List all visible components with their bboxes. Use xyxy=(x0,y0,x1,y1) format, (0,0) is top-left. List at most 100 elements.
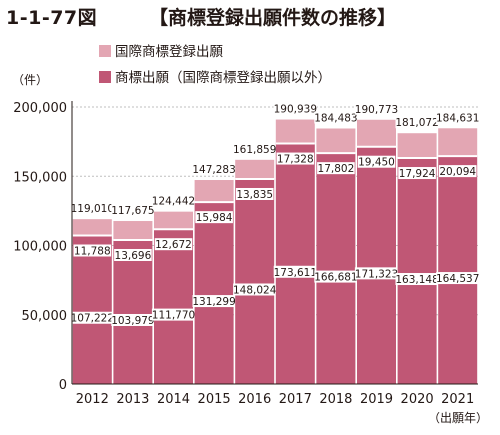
data-label-total: 161,859 xyxy=(233,144,276,156)
data-label-domestic: 173,611 xyxy=(274,267,317,279)
bar-international xyxy=(194,180,234,203)
x-tick-label: 2017 xyxy=(279,392,312,407)
data-label-total: 181,072 xyxy=(395,117,438,129)
x-tick-label: 2015 xyxy=(198,392,231,407)
legend-item-international: 国際商標登録出願 xyxy=(99,40,223,60)
data-label-international: 17,802 xyxy=(318,163,355,175)
title-text: 【商標登録出願件数の推移】 xyxy=(149,7,397,29)
data-label-international-bg xyxy=(317,162,355,175)
bar-domestic xyxy=(316,153,356,384)
bar-international xyxy=(275,119,315,144)
x-tick-label: 2014 xyxy=(157,392,190,407)
data-label-international-bg xyxy=(235,187,274,200)
data-label-international-bg xyxy=(195,211,233,224)
data-label-total-bg xyxy=(70,202,114,215)
bar-domestic xyxy=(235,178,275,384)
y-tick-label: 200,000 xyxy=(13,101,67,116)
data-label-international: 13,835 xyxy=(236,189,273,201)
data-label-domestic: 166,681 xyxy=(314,272,357,284)
data-label-domestic-bg xyxy=(314,270,358,283)
data-label-domestic-bg xyxy=(192,295,236,308)
x-tick-label: 2016 xyxy=(238,392,271,407)
bar-domestic xyxy=(357,146,396,384)
data-label-domestic-bg xyxy=(233,283,277,296)
data-label-international: 17,328 xyxy=(277,154,314,166)
bar-domestic xyxy=(72,235,112,384)
data-label-domestic-bg xyxy=(111,313,155,326)
bar-domestic xyxy=(194,202,234,384)
bar-international xyxy=(357,119,396,147)
data-label-domestic-bg xyxy=(436,272,480,285)
data-label-total: 117,675 xyxy=(111,205,154,217)
y-tick-label: 100,000 xyxy=(13,240,67,255)
x-tick-label: 2021 xyxy=(441,392,474,407)
y-tick-label: 0 xyxy=(59,378,67,393)
data-label-domestic: 148,024 xyxy=(233,284,277,296)
bar-domestic xyxy=(154,229,193,384)
data-label-domestic: 111,770 xyxy=(152,310,195,322)
x-tick-label: 2012 xyxy=(76,392,109,407)
data-label-total: 190,773 xyxy=(355,104,398,116)
data-label-total: 124,442 xyxy=(152,196,195,208)
data-label-international-bg xyxy=(73,244,112,257)
data-label-total-bg xyxy=(192,163,236,176)
data-label-international: 20,094 xyxy=(439,166,476,178)
data-label-domestic-bg xyxy=(151,308,196,321)
bar-international xyxy=(316,128,356,154)
data-label-international: 13,696 xyxy=(115,250,152,262)
bar-international xyxy=(154,211,193,230)
chart-title: 1-1-77図 【商標登録出願件数の推移】 xyxy=(0,3,500,31)
x-tick-label: 2018 xyxy=(319,392,352,407)
data-label-domestic-bg xyxy=(395,273,439,286)
legend-swatch-international xyxy=(99,45,111,57)
data-label-international-bg xyxy=(398,167,436,180)
data-label-domestic: 107,222 xyxy=(71,313,114,325)
bar-domestic xyxy=(113,239,153,384)
data-label-domestic: 103,979 xyxy=(111,315,154,327)
bar-international xyxy=(397,133,437,159)
data-label-domestic: 131,299 xyxy=(192,296,235,308)
bar-domestic xyxy=(397,158,437,384)
data-label-total-bg xyxy=(151,194,196,207)
data-label-total-bg xyxy=(395,116,439,129)
data-label-international-bg xyxy=(357,155,396,168)
data-label-domestic-bg xyxy=(273,265,317,278)
data-label-total: 119,010 xyxy=(71,203,114,215)
data-label-domestic: 164,537 xyxy=(436,273,479,285)
bar-international xyxy=(113,221,153,240)
figure-number: 1-1-77図 xyxy=(6,7,98,29)
data-label-international-bg xyxy=(154,238,193,251)
y-tick-label: 50,000 xyxy=(22,309,68,324)
legend-label-domestic: 商標出願（国際商標登録出願以外） xyxy=(115,70,331,86)
data-label-international: 15,984 xyxy=(196,212,233,224)
data-label-total: 184,483 xyxy=(314,112,357,124)
data-label-total: 184,631 xyxy=(436,112,479,124)
data-label-total-bg xyxy=(233,142,277,155)
bar-domestic xyxy=(275,143,315,384)
bar-international xyxy=(438,128,478,157)
data-label-international: 19,450 xyxy=(358,157,395,169)
bar-international xyxy=(235,159,275,179)
data-label-international-bg xyxy=(438,165,477,178)
data-label-domestic-bg xyxy=(70,311,114,324)
data-label-domestic-bg xyxy=(354,267,399,280)
data-label-total-bg xyxy=(436,111,480,124)
y-tick-label: 150,000 xyxy=(13,170,67,185)
data-label-total-bg xyxy=(314,111,358,124)
data-label-international-bg xyxy=(276,152,315,165)
data-label-domestic: 171,323 xyxy=(355,268,398,280)
data-label-total: 190,939 xyxy=(274,104,317,116)
data-label-international-bg xyxy=(114,248,152,261)
data-label-total-bg xyxy=(111,204,155,217)
bar-international xyxy=(72,219,112,236)
legend-label-international: 国際商標登録出願 xyxy=(115,44,223,60)
data-label-total: 147,283 xyxy=(192,164,235,176)
legend-item-domestic: 商標出願（国際商標登録出願以外） xyxy=(99,66,331,86)
x-tick-label: 2019 xyxy=(360,392,393,407)
data-label-international: 12,672 xyxy=(155,239,192,251)
legend-swatch-domestic xyxy=(99,71,111,83)
data-label-international: 11,788 xyxy=(74,245,111,257)
data-label-international: 17,924 xyxy=(399,168,436,180)
x-axis-unit: （出願年） xyxy=(428,411,488,425)
